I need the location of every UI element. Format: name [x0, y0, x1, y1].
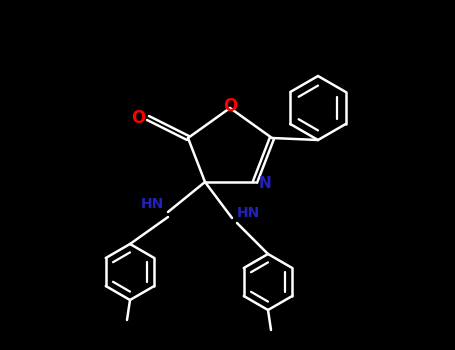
Text: N: N — [258, 176, 271, 191]
Text: O: O — [131, 109, 145, 127]
Text: HN: HN — [141, 197, 164, 211]
Text: HN: HN — [237, 206, 260, 220]
Text: O: O — [223, 97, 237, 115]
